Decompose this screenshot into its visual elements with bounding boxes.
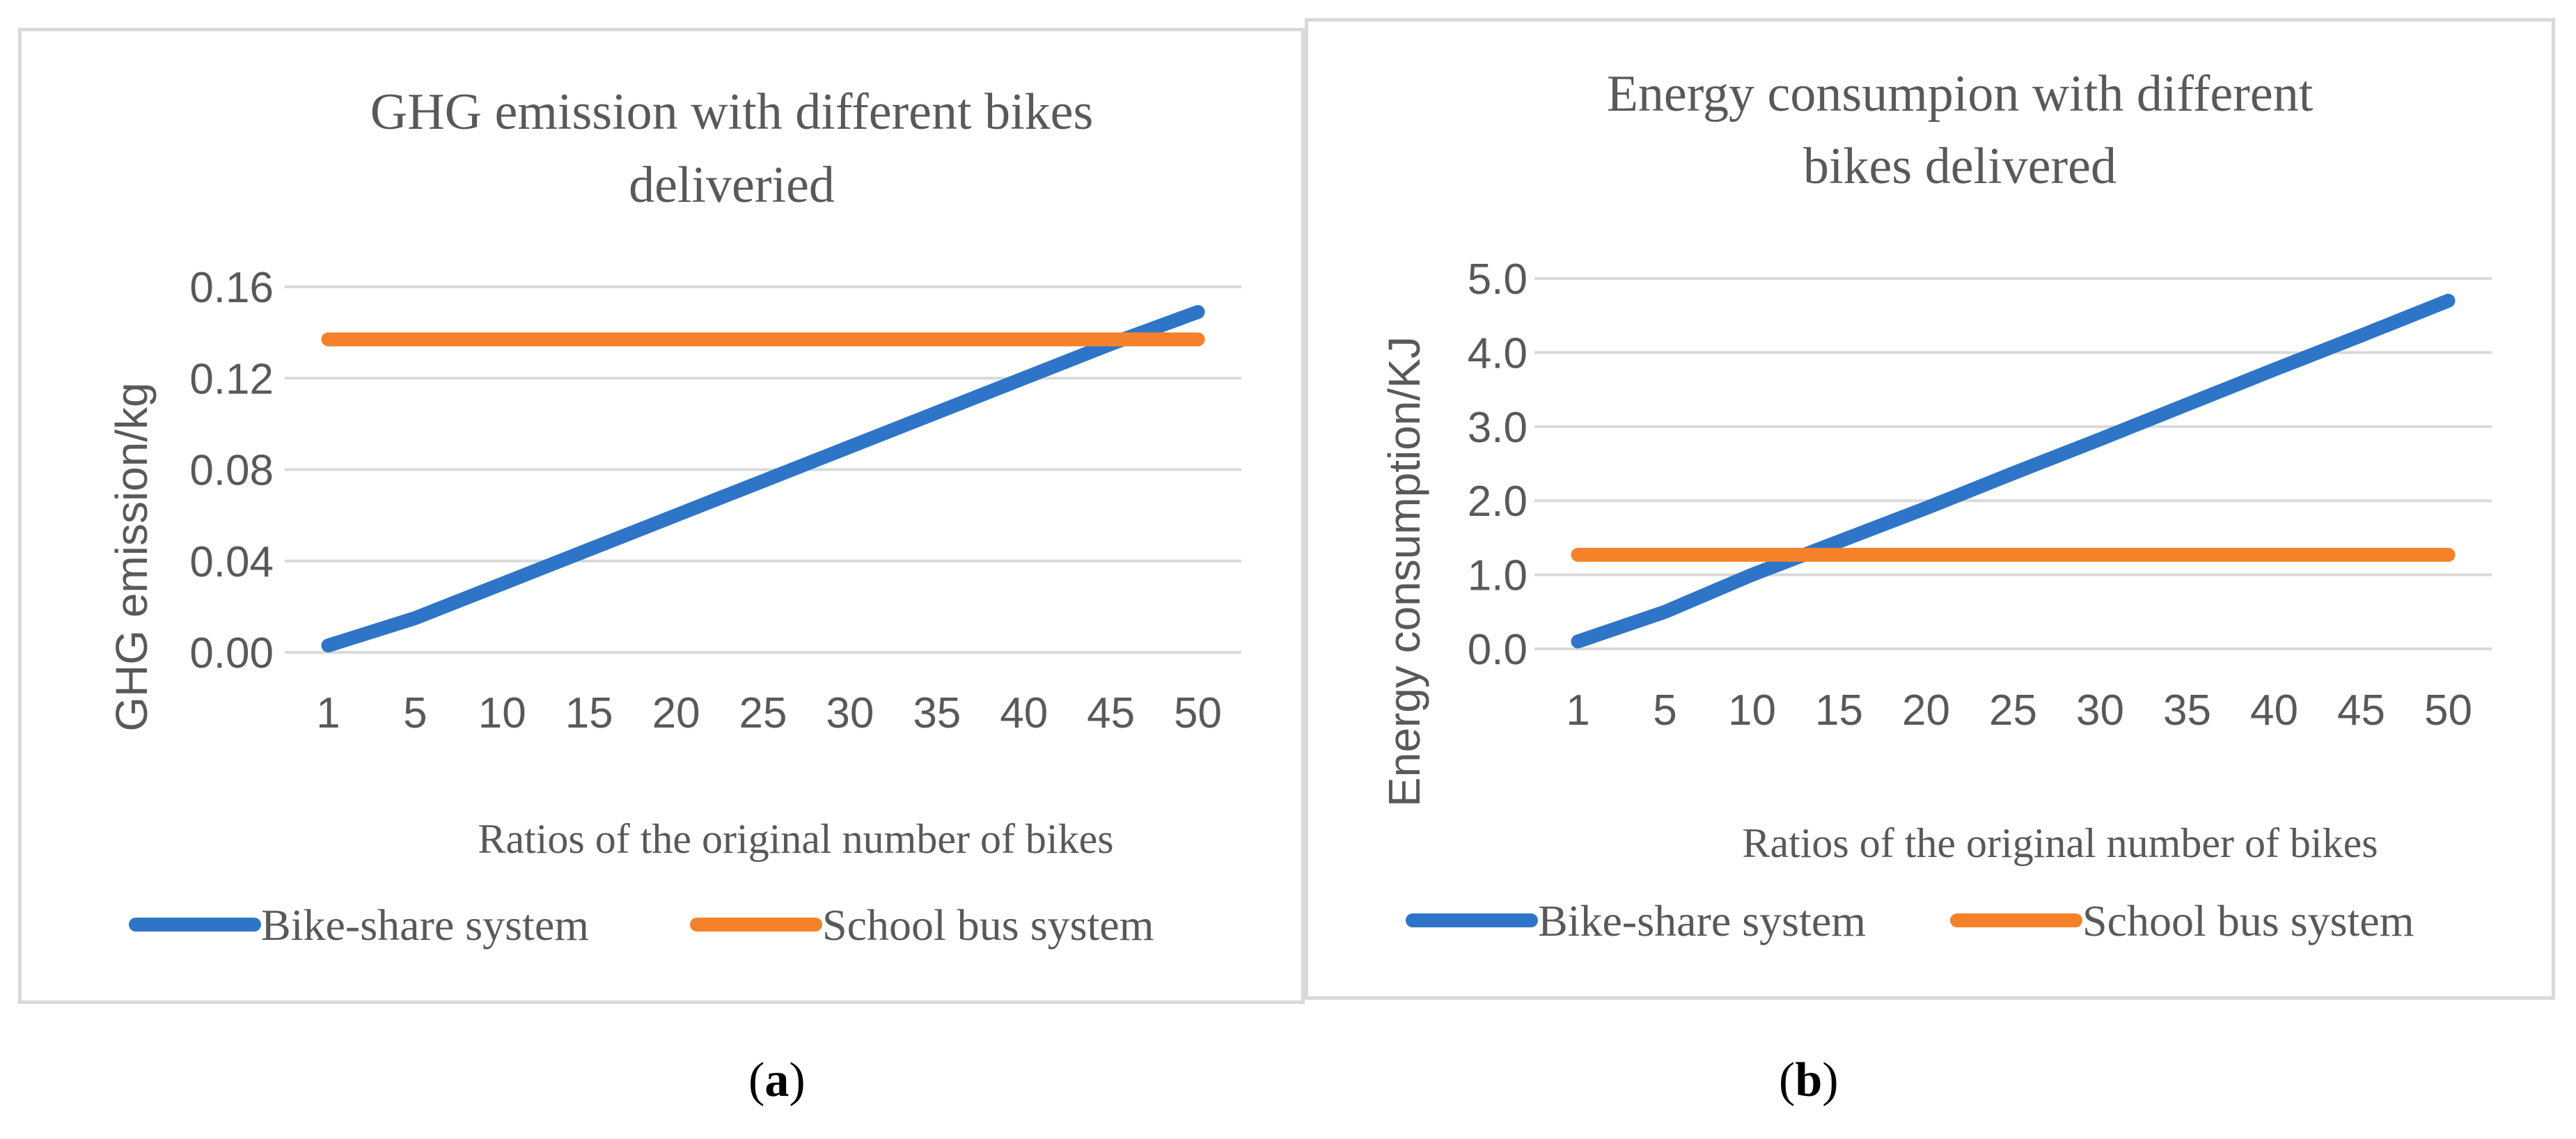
chart-a-x-ticks: 1 5 10 15 20 25 30 35 40 45 50 — [316, 689, 1222, 737]
series-line-bike-share — [1571, 293, 2456, 649]
series-line-bike-share — [321, 305, 1205, 653]
x-tick-label: 10 — [1728, 686, 1776, 735]
chart-b-series — [1571, 293, 2456, 649]
chart-a-svg: GHG emission with different bikes delive… — [107, 84, 1241, 950]
x-tick-label: 35 — [913, 689, 961, 737]
caption-b-letter: b — [1795, 1053, 1823, 1107]
y-tick-label: 0.08 — [189, 447, 274, 495]
x-tick-label: 30 — [826, 689, 874, 737]
chart-a-title-line-2: deliveried — [629, 157, 835, 214]
x-tick-label: 5 — [403, 689, 427, 737]
chart-b-x-axis-label: Ratios of the original number of bikes — [1742, 820, 2378, 866]
x-tick-label: 1 — [1566, 686, 1589, 735]
x-tick-label: 15 — [565, 689, 613, 737]
x-tick-label: 25 — [739, 689, 787, 737]
legend-a-bike-share-label: Bike-share system — [261, 900, 589, 950]
legend-a-school-bus-label: School bus system — [822, 900, 1154, 950]
y-tick-label: 0.04 — [189, 538, 274, 586]
x-tick-label: 40 — [1000, 689, 1048, 737]
x-tick-label: 25 — [1989, 686, 2037, 735]
x-tick-label: 50 — [2424, 686, 2472, 735]
chart-b-svg: Energy consumpion with different bikes d… — [1379, 65, 2492, 945]
x-tick-label: 20 — [652, 689, 700, 737]
chart-b-title-line-2: bikes delivered — [1803, 138, 2116, 195]
y-tick-label: 0.16 — [189, 264, 274, 312]
chart-a-series — [321, 305, 1205, 653]
x-tick-label: 1 — [316, 689, 340, 737]
y-tick-label: 0.0 — [1468, 626, 1527, 674]
chart-b-y-ticks: 0.0 1.0 2.0 3.0 4.0 5.0 — [1468, 256, 1527, 674]
chart-a-x-axis-label: Ratios of the original number of bikes — [478, 816, 1113, 862]
legend-b-school-bus-label: School bus system — [2082, 896, 2414, 945]
chart-a-gridlines — [285, 285, 1241, 654]
chart-panel-b: Energy consumpion with different bikes d… — [1305, 18, 2555, 1000]
x-tick-label: 15 — [1815, 686, 1863, 735]
chart-b-y-axis-label: Energy consumption/KJ — [1379, 336, 1429, 807]
caption-a-letter: a — [764, 1053, 790, 1107]
chart-panel-a: GHG emission with different bikes delive… — [18, 28, 1305, 1004]
caption-b: (b) — [1779, 1053, 1839, 1107]
y-tick-label: 0.00 — [189, 629, 274, 677]
chart-b-x-ticks: 1 5 10 15 20 25 30 35 40 45 50 — [1566, 686, 2472, 735]
x-tick-label: 30 — [2076, 686, 2124, 735]
x-tick-label: 35 — [2163, 686, 2211, 735]
y-tick-label: 1.0 — [1468, 552, 1527, 600]
x-tick-label: 45 — [1087, 689, 1135, 737]
y-tick-label: 4.0 — [1468, 329, 1527, 377]
chart-a-title-line-1: GHG emission with different bikes — [370, 84, 1094, 141]
chart-a-y-axis-label: GHG emission/kg — [107, 382, 157, 731]
caption-a: (a) — [748, 1053, 806, 1107]
y-tick-label: 0.12 — [189, 355, 274, 403]
y-tick-label: 3.0 — [1468, 404, 1527, 452]
y-tick-label: 5.0 — [1468, 256, 1527, 304]
y-tick-label: 2.0 — [1468, 478, 1527, 526]
x-tick-label: 50 — [1174, 689, 1222, 737]
x-tick-label: 20 — [1902, 686, 1950, 735]
x-tick-label: 45 — [2337, 686, 2385, 735]
chart-a-y-ticks: 0.00 0.04 0.08 0.12 0.16 — [189, 264, 274, 677]
chart-b-title-line-1: Energy consumpion with different — [1607, 65, 2314, 123]
x-tick-label: 5 — [1653, 686, 1676, 735]
legend-b-bike-share-label: Bike-share system — [1538, 896, 1866, 945]
x-tick-label: 10 — [478, 689, 526, 737]
x-tick-label: 40 — [2250, 686, 2298, 735]
